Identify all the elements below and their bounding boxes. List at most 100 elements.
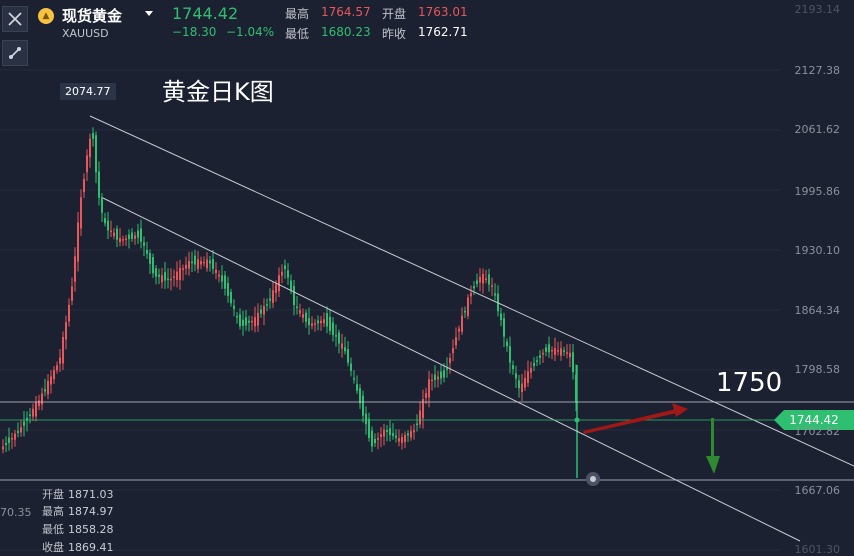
candle-body [539, 355, 541, 358]
candle-body [338, 332, 340, 344]
candle-body [86, 155, 88, 173]
candle-body [236, 315, 238, 318]
candle-body [329, 316, 331, 332]
candle-body [473, 286, 475, 289]
candle-body [398, 438, 400, 442]
candle-body [416, 423, 418, 426]
drawing-tool-button[interactable] [2, 40, 28, 66]
candle-body [224, 275, 226, 289]
candle-body [41, 393, 43, 405]
candle-body [206, 259, 208, 269]
candle-body [506, 341, 508, 347]
candle-body [149, 253, 151, 264]
candle-body [362, 395, 364, 416]
candle-body [98, 171, 100, 198]
close-icon [8, 12, 22, 26]
chart-title: 黄金日K图 [162, 78, 274, 106]
ohlc-low: 最低 1858.28 [42, 521, 114, 537]
candle-body [287, 270, 289, 278]
candle-body [401, 437, 403, 443]
close-button[interactable] [2, 6, 28, 32]
left-partial-tick: 70.35 [0, 506, 32, 519]
price-axis-tick: 2193.14 [794, 3, 841, 16]
candle-body [35, 402, 37, 417]
candle-body [464, 310, 466, 313]
candle-body [134, 235, 136, 239]
candle-body [491, 285, 493, 287]
candle-body [371, 430, 373, 447]
candle-body [23, 421, 25, 426]
candle-body [311, 323, 313, 326]
candle-body [122, 239, 124, 241]
candle-body [281, 271, 283, 276]
candle-body [485, 278, 487, 281]
candle-body [482, 273, 484, 284]
price-axis-tick: 1798.58 [794, 363, 841, 376]
candle-body [335, 335, 337, 337]
candle-body [341, 343, 343, 349]
chevron-down-icon[interactable] [145, 11, 153, 16]
candle-body [140, 228, 142, 242]
candle-body [389, 428, 391, 436]
candle-body [95, 135, 97, 173]
candle-body [113, 232, 115, 237]
candle-body [56, 365, 58, 371]
candle-body [194, 255, 196, 265]
ohlc-high-label: 最高 [42, 505, 64, 518]
candle-body [494, 293, 496, 296]
ohlc-open: 开盘 1871.03 [42, 486, 114, 502]
candle-body [107, 220, 109, 231]
candle-body [467, 297, 469, 316]
crosshair-handle[interactable] [586, 472, 600, 486]
candle-body [449, 358, 451, 364]
symbol-name[interactable]: 现货黄金 [62, 7, 123, 25]
candle-body [14, 433, 16, 440]
candle-body [566, 352, 568, 354]
candle-body [296, 306, 298, 309]
ohlc-low-label: 最低 [42, 523, 64, 536]
candle-body [425, 393, 427, 398]
candle-body [320, 320, 322, 324]
candle-body [197, 259, 199, 269]
candle-body [431, 379, 433, 382]
candle-body [101, 197, 103, 213]
candle-body [254, 317, 256, 327]
candle-body [158, 274, 160, 277]
candle-body [260, 309, 262, 314]
candle-body [176, 271, 178, 280]
candle-body [203, 261, 205, 264]
candle-body [503, 318, 505, 337]
price-axis-tick: 2061.62 [794, 123, 841, 136]
candle-body [452, 348, 454, 354]
candle-body [419, 410, 421, 425]
candle-body [290, 280, 292, 291]
candle-body [305, 312, 307, 322]
candle-body [434, 374, 436, 381]
candle-body [209, 260, 211, 264]
up-arrow-shaft [583, 409, 677, 434]
candle-body [428, 379, 430, 398]
candle-body [128, 234, 130, 240]
candle-body [557, 349, 559, 352]
candle-body [326, 313, 328, 327]
candle-body [536, 360, 538, 362]
candle-body [332, 322, 334, 336]
candle-body [137, 230, 139, 238]
high-value: 1764.57 [321, 5, 371, 19]
candle-body [323, 319, 325, 324]
candle-body [551, 349, 553, 352]
up-arrow-head [672, 403, 688, 417]
current-price-tag: 1744.42 [774, 410, 854, 430]
candle-body [461, 315, 463, 332]
candle-body [233, 305, 235, 309]
candle-body [446, 368, 448, 370]
quote-header: ▲ 现货黄金 XAUUSD 1744.42 −18.30 −1.04% 最高 1… [0, 0, 780, 44]
candle-body [38, 400, 40, 406]
candle-body [515, 373, 517, 379]
candle-body [245, 317, 247, 326]
ohlc-low-value: 1858.28 [68, 523, 114, 536]
candle-body [368, 418, 370, 438]
candle-body [308, 318, 310, 326]
